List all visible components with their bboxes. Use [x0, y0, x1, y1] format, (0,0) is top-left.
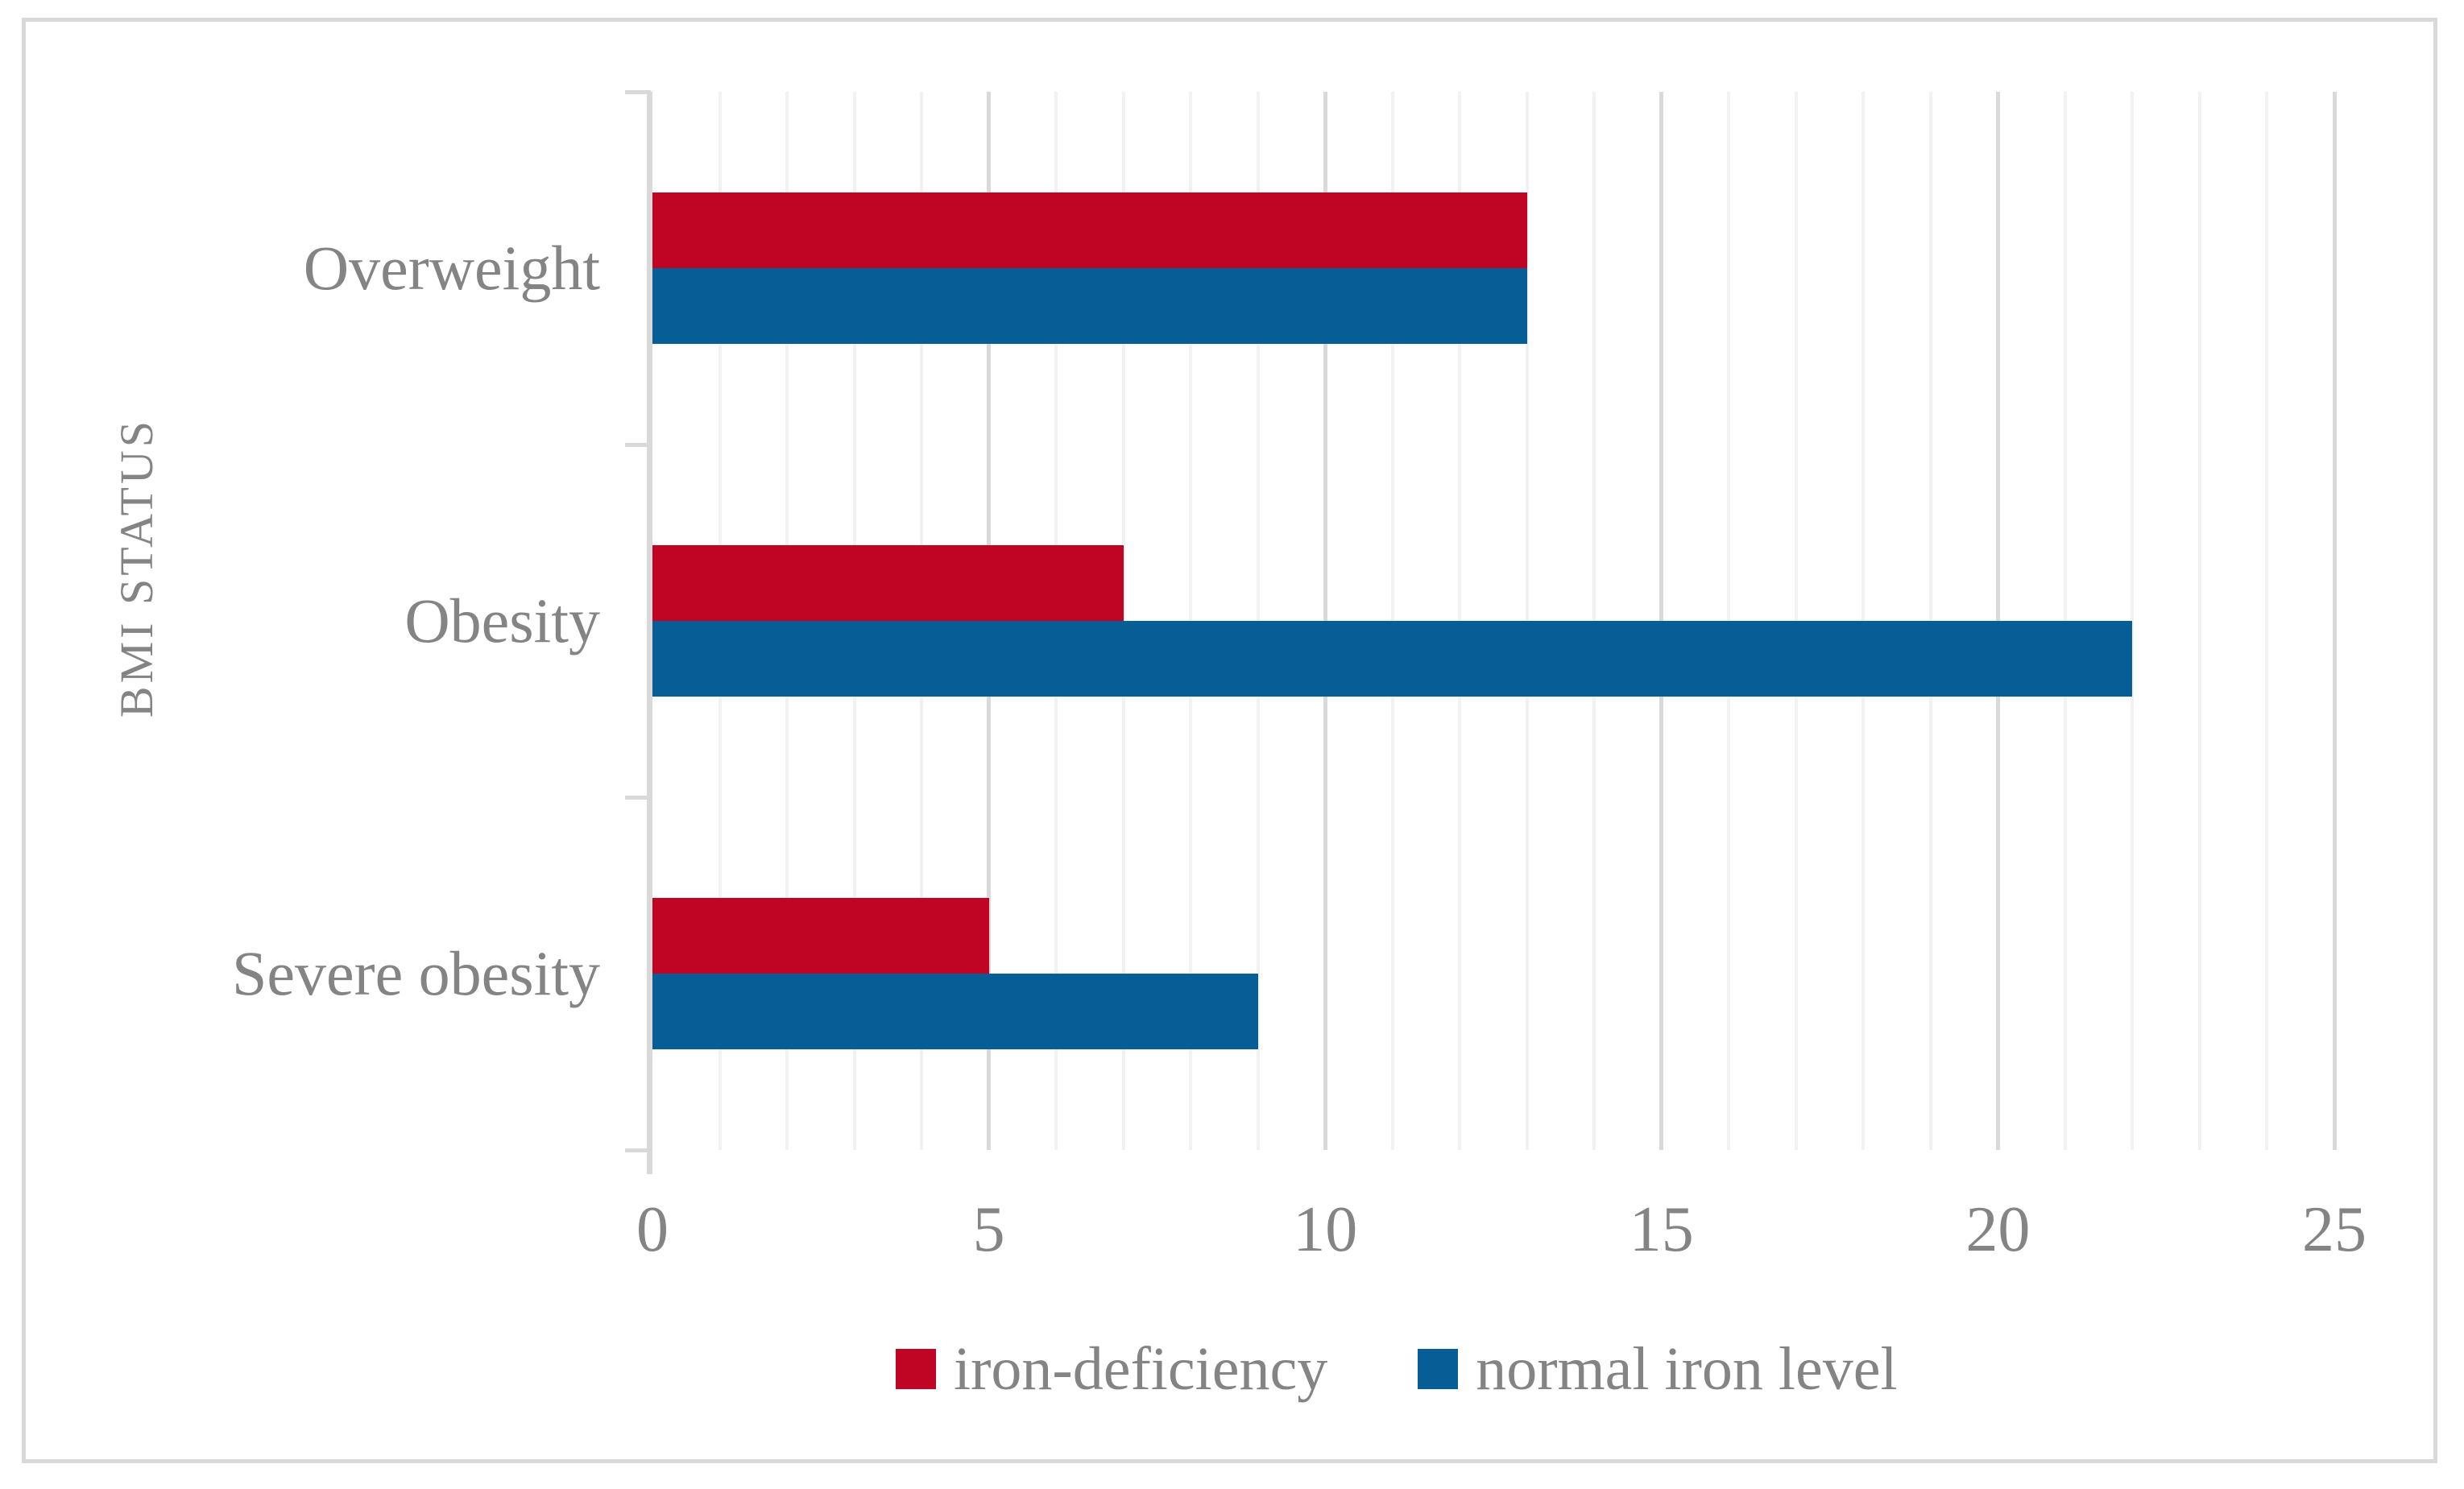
legend-item: iron-deficiency [896, 1338, 1327, 1400]
minor-gridline [2131, 92, 2135, 1150]
x-tick-label: 5 [972, 1194, 1005, 1265]
bar-severe-obesity-iron-deficiency [652, 898, 989, 974]
bar-overweight-normal-iron-level [652, 268, 1527, 344]
y-axis-title: BMI STATUS [110, 417, 163, 718]
legend-label: normal iron level [1476, 1335, 1898, 1403]
category-tick [625, 1148, 651, 1152]
bar-obesity-iron-deficiency [652, 545, 1124, 621]
x-tick-label: 10 [1293, 1194, 1358, 1265]
legend-label: iron-deficiency [954, 1335, 1328, 1403]
figure-border [22, 18, 2437, 1463]
category-axis-line [647, 92, 652, 1174]
minor-gridline [2197, 92, 2201, 1150]
category-tick [625, 795, 651, 800]
legend-swatch-icon [896, 1349, 936, 1389]
category-tick [625, 442, 651, 447]
legend: iron-deficiency normal iron level [896, 1327, 1898, 1411]
bar-overweight-iron-deficiency [652, 192, 1527, 268]
x-tick-label: 0 [636, 1194, 669, 1265]
minor-gridline [2265, 92, 2269, 1150]
x-tick-label: 15 [1629, 1194, 1694, 1265]
category-label: Obesity [404, 585, 600, 656]
legend-item: normal iron level [1418, 1335, 1898, 1403]
category-tick [625, 89, 651, 94]
bar-severe-obesity-normal-iron-level [652, 974, 1258, 1049]
legend-swatch-icon [1418, 1349, 1459, 1389]
category-label: Severe obesity [231, 938, 600, 1008]
major-gridline [2332, 92, 2337, 1150]
category-label: Overweight [303, 233, 600, 303]
bar-obesity-normal-iron-level [652, 621, 2133, 697]
x-tick-label: 25 [2302, 1194, 2367, 1265]
x-tick-label: 20 [1965, 1194, 2031, 1265]
